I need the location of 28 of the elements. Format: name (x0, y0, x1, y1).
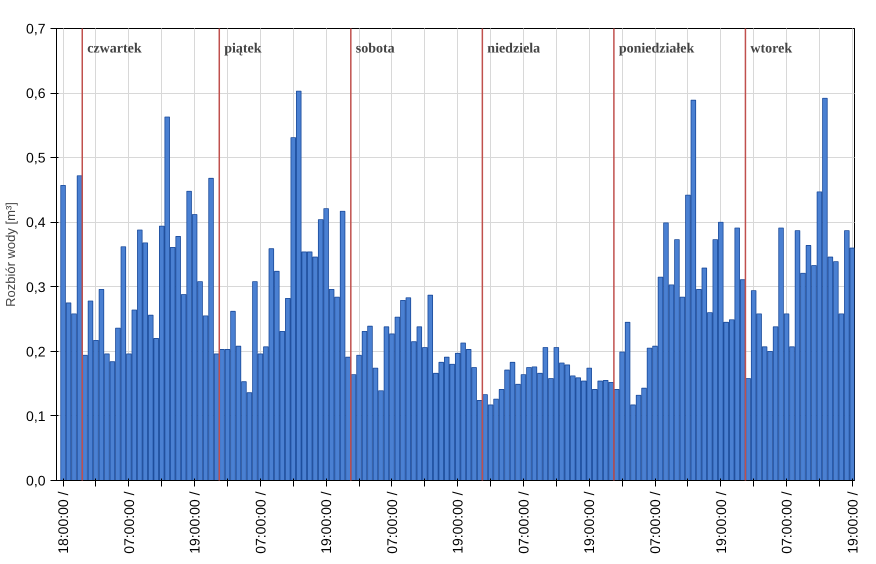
y-tick-label: 0,1 (26, 408, 46, 424)
annotation: poniedziałek (618, 41, 694, 56)
x-tick-label: 07:00:00 / (647, 491, 663, 554)
annotation: wtorek (750, 41, 792, 56)
annotation: niedziela (487, 41, 540, 56)
y-axis-title: Rozbiór wody [m³] (3, 202, 18, 307)
x-tick-label: 19:00:00 / (186, 491, 203, 554)
x-tick-label: 18:00:00 / (55, 491, 72, 554)
x-tick-label: 07:00:00 / (778, 491, 795, 554)
x-tick-label: 07:00:00 / (252, 491, 268, 554)
y-tick-label: 0,2 (26, 343, 46, 360)
y-tick-label: 0,4 (26, 214, 46, 230)
y-tick-label: 0,6 (26, 85, 46, 102)
x-tick-label: 19:00:00 / (844, 491, 860, 554)
annotation: piątek (224, 41, 262, 56)
x-tick-label: 07:00:00 / (515, 491, 532, 554)
x-tick-label: 19:00:00 / (318, 491, 334, 554)
y-tick-label: 0,5 (26, 150, 46, 166)
x-tick-label: 07:00:00 / (384, 491, 400, 554)
annotation: czwartek (87, 41, 142, 56)
y-tick-label: 0,0 (26, 472, 46, 488)
y-tick-label: 0,7 (26, 20, 46, 36)
x-tick-label: 19:00:00 / (581, 491, 598, 554)
x-tick-label: 07:00:00 / (120, 491, 137, 554)
annotation: sobota (356, 41, 395, 56)
x-tick-label: 19:00:00 / (450, 491, 466, 554)
x-tick-label: 19:00:00 / (712, 491, 729, 554)
y-tick-label: 0,3 (26, 278, 46, 295)
